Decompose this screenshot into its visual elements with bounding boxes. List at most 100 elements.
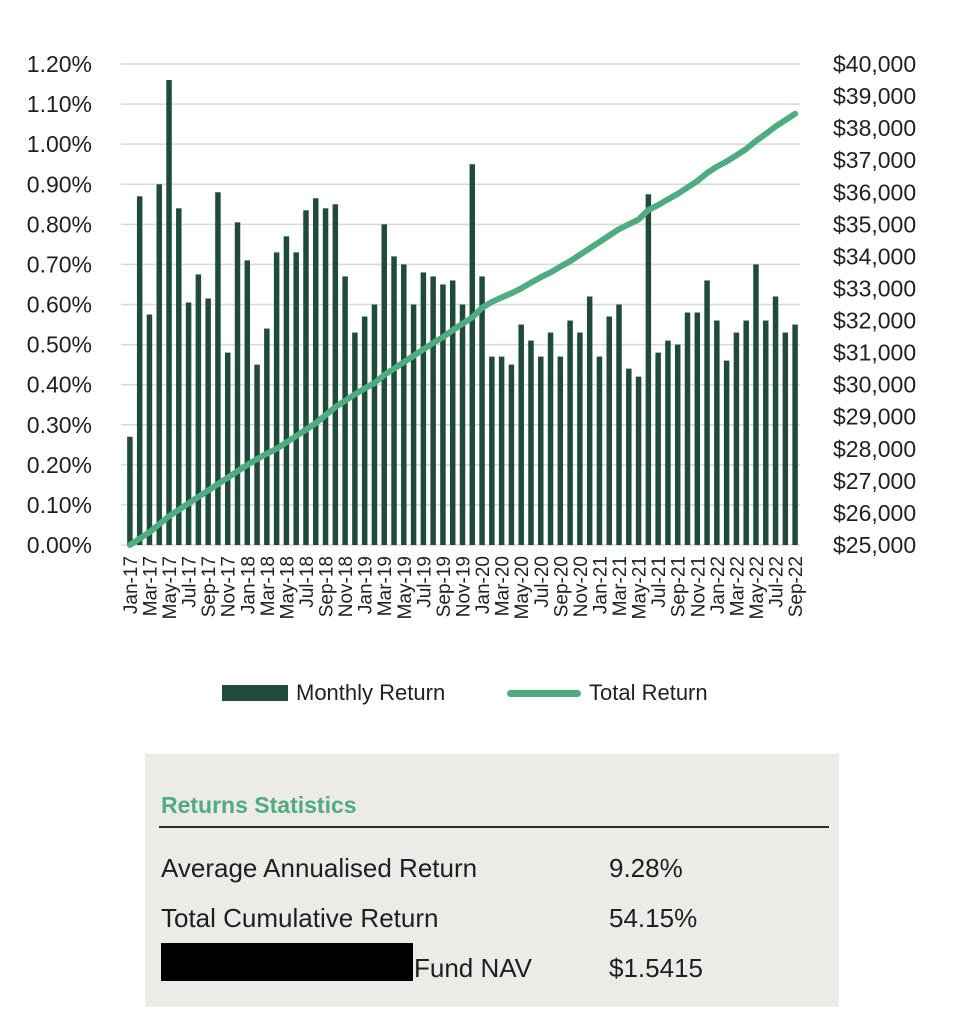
monthly-return-bar <box>792 324 798 545</box>
y-right-tick-label: $34,000 <box>833 243 916 269</box>
x-tick-label: Jul-20 <box>532 556 553 608</box>
y-left-tick-label: 0.10% <box>27 492 92 518</box>
y-right-tick-label: $25,000 <box>833 532 916 558</box>
x-tick-label: Mar-18 <box>258 556 279 616</box>
monthly-return-bar <box>234 222 241 545</box>
y-right-tick-label: $32,000 <box>833 308 916 334</box>
monthly-return-bar <box>518 324 524 545</box>
y-right-tick-label: $37,000 <box>833 147 916 173</box>
monthly-return-bar <box>498 356 505 545</box>
y-right-tick-label: $35,000 <box>833 211 916 237</box>
monthly-return-bar <box>176 208 182 546</box>
monthly-return-bar <box>322 208 329 546</box>
monthly-return-bar <box>606 316 612 545</box>
monthly-return-bar <box>469 164 476 546</box>
monthly-return-bar <box>665 340 671 545</box>
monthly-return-bar <box>420 272 427 545</box>
x-tick-label: Jan-19 <box>356 556 377 614</box>
x-tick-label: Jul-21 <box>649 556 670 608</box>
stats-value: 54.15% <box>609 903 698 933</box>
stats-value: 9.28% <box>609 853 683 883</box>
monthly-return-bar <box>489 356 495 545</box>
monthly-return-bar <box>185 302 192 545</box>
monthly-return-bar <box>655 352 661 545</box>
stats-row-average-annualised: Average Annualised Return 9.28% <box>161 853 829 885</box>
y-left-tick-label: 0.00% <box>27 532 92 558</box>
monthly-return-bar <box>753 264 759 545</box>
monthly-return-bar <box>264 328 270 545</box>
monthly-return-bar <box>391 256 397 545</box>
stats-row-total-cumulative: Total Cumulative Return 54.15% <box>161 903 829 935</box>
monthly-return-bar <box>557 356 564 545</box>
legend-label-monthly-return: Monthly Return <box>296 680 446 705</box>
x-axis-ticks: Jan-17Mar-17May-17Jul-17Sep-17Nov-17Jan-… <box>121 556 807 619</box>
stats-label: Average Annualised Return <box>161 853 478 883</box>
x-tick-label: Jan-17 <box>121 556 142 614</box>
stats-row-fund-nav: Fund NAV $1.5415 <box>161 943 829 985</box>
y-right-tick-label: $40,000 <box>833 51 916 77</box>
stats-label: Total Cumulative Return <box>161 903 439 933</box>
x-tick-label: Jan-18 <box>238 556 259 614</box>
chart-legend: Monthly Return Total Return <box>0 680 957 712</box>
x-tick-label: Jan-21 <box>590 556 611 614</box>
monthly-return-bar <box>449 280 456 545</box>
x-tick-label: Jul-19 <box>414 556 435 608</box>
stats-divider <box>159 826 829 828</box>
legend-label-total-return: Total Return <box>589 680 708 705</box>
monthly-return-bar <box>224 352 231 545</box>
monthly-return-bar <box>342 276 348 545</box>
stats-title: Returns Statistics <box>161 792 357 818</box>
y-left-tick-label: 0.70% <box>27 251 92 277</box>
monthly-return-bar <box>459 304 466 545</box>
y-left-tick-label: 0.60% <box>27 292 92 318</box>
monthly-return-bar <box>352 332 358 545</box>
total-return-line <box>126 110 799 548</box>
monthly-return-bar <box>577 332 583 545</box>
monthly-return-bar <box>195 274 202 545</box>
x-tick-label: Nov-18 <box>336 556 357 617</box>
monthly-return-bar <box>313 198 319 545</box>
x-tick-label: Nov-17 <box>219 556 240 617</box>
monthly-return-bar <box>371 304 378 545</box>
monthly-return-bar <box>567 320 573 545</box>
monthly-return-bar <box>626 368 632 545</box>
x-tick-label: Nov-20 <box>571 556 592 617</box>
monthly-return-bar <box>479 276 485 545</box>
monthly-return-bar <box>586 296 593 545</box>
x-tick-label: May-18 <box>277 556 298 619</box>
monthly-return-bar <box>704 280 710 545</box>
monthly-return-bar <box>674 344 681 545</box>
x-tick-label: Mar-17 <box>140 556 161 616</box>
returns-chart: 0.00% 0.10% 0.20% 0.30% 0.40% 0.50% 0.60% 0.70%… <box>27 51 916 619</box>
monthly-return-bar <box>508 364 515 545</box>
monthly-return-bar <box>645 194 652 546</box>
x-tick-label: May-17 <box>160 556 181 619</box>
monthly-return-bar <box>763 320 769 545</box>
y-right-tick-label: $29,000 <box>833 404 916 430</box>
x-tick-label: Sep-19 <box>434 556 455 617</box>
x-tick-label: Mar-20 <box>493 556 514 616</box>
monthly-return-bar <box>303 210 309 545</box>
monthly-return-bar <box>635 376 642 545</box>
y-right-tick-label: $36,000 <box>833 179 916 205</box>
y-right-tick-label: $39,000 <box>833 83 916 109</box>
x-tick-label: May-22 <box>747 556 768 619</box>
x-tick-label: Jul-22 <box>767 556 788 608</box>
y-left-tick-label: 0.90% <box>27 171 92 197</box>
x-tick-label: Sep-21 <box>669 556 690 617</box>
x-tick-label: Sep-18 <box>317 556 338 617</box>
y-left-tick-label: 0.80% <box>27 211 92 237</box>
x-tick-label: Nov-19 <box>454 556 475 617</box>
y-left-tick-label: 1.10% <box>27 91 92 117</box>
monthly-return-bar <box>733 332 740 545</box>
x-tick-label: Jan-20 <box>473 556 494 614</box>
monthly-return-bar <box>714 320 720 545</box>
monthly-return-bar <box>772 296 779 545</box>
monthly-return-bar <box>401 264 407 545</box>
monthly-return-bar <box>410 304 417 545</box>
monthly-return-bar <box>782 332 789 545</box>
monthly-return-bar <box>136 196 143 545</box>
monthly-return-bar <box>538 356 544 545</box>
monthly-return-bar <box>723 360 730 545</box>
x-tick-label: Sep-17 <box>199 556 220 617</box>
